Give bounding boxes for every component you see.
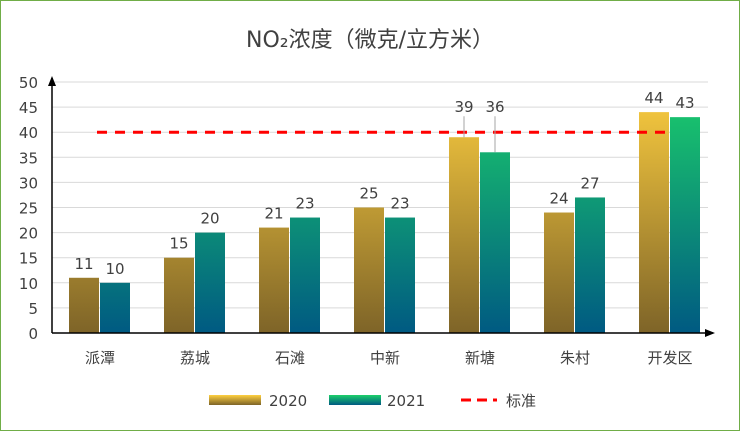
data-label: 36 [485,98,504,116]
legend-label: 2020 [269,392,307,410]
bar-2021 [195,232,225,333]
x-tick-label: 石滩 [275,349,305,367]
data-label: 23 [390,195,409,213]
legend-label: 标准 [506,392,536,410]
bar-2020 [164,257,194,333]
bar-2020 [639,112,669,334]
x-tick-label: 朱村 [560,349,590,367]
y-tick-label: 15 [19,250,38,268]
bar-2020 [354,207,384,333]
bar-2021 [100,282,130,333]
x-tick-label: 新塘 [465,349,495,367]
data-label: 24 [549,190,568,208]
x-tick-label: 荔城 [180,349,210,367]
x-tick-label: 中新 [370,349,400,367]
bar-2021 [385,217,415,333]
y-axis-arrow [48,76,56,86]
bar-2020 [449,137,479,333]
y-tick-label: 20 [19,225,38,243]
y-tick-label: 25 [19,200,38,218]
y-tick-label: 5 [28,300,38,318]
legend-swatch-2021 [329,395,381,405]
data-label: 15 [169,235,188,253]
y-tick-label: 0 [28,325,38,343]
data-label: 21 [264,205,283,223]
data-label: 10 [105,260,124,278]
legend-swatch-2020 [209,395,261,405]
y-tick-label: 30 [19,174,38,192]
bar-2020 [259,227,289,333]
bar-2021 [670,117,700,333]
data-label: 39 [454,98,473,116]
y-tick-label: 50 [19,74,38,92]
data-label: 20 [200,210,219,228]
bar-2021 [290,217,320,333]
data-label: 44 [644,89,663,107]
chart-title: NO₂浓度（微克/立方米） [246,28,494,53]
bar-2021 [480,152,510,333]
bar-2020 [69,277,99,333]
y-tick-label: 10 [19,275,38,293]
data-label: 27 [580,174,599,192]
data-label: 43 [675,94,694,112]
x-tick-label: 开发区 [647,349,692,367]
x-tick-label: 派潭 [85,349,115,367]
legend-label: 2021 [387,392,425,410]
y-tick-label: 45 [19,99,38,117]
bar-2021 [575,197,605,333]
x-axis-arrow [705,329,715,337]
y-tick-label: 40 [19,124,38,142]
bar-2020 [544,212,574,333]
data-label: 11 [74,255,93,273]
data-label: 23 [295,195,314,213]
data-label: 25 [359,185,378,203]
y-tick-label: 35 [19,149,38,167]
